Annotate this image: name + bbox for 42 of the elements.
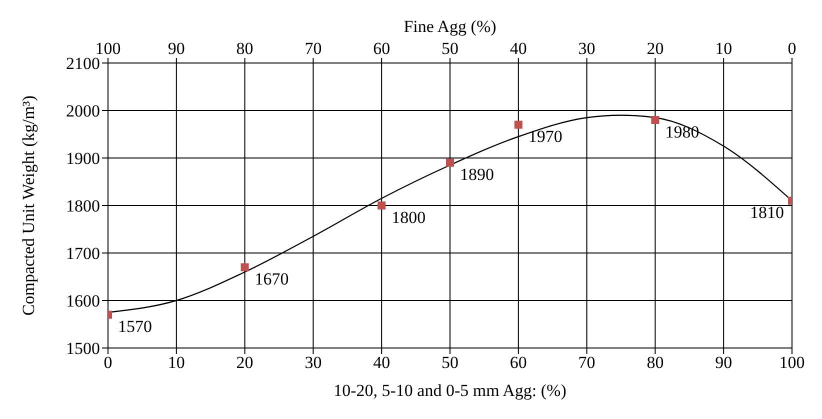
x2-tick-label: 50 xyxy=(442,39,458,58)
data-label: 1800 xyxy=(392,208,426,227)
point xyxy=(240,263,249,272)
x-tick-label: 30 xyxy=(304,353,322,372)
y-tick-label: 1900 xyxy=(66,149,100,168)
data-label: 1890 xyxy=(460,165,494,184)
point xyxy=(446,158,454,167)
x-tick-label: 80 xyxy=(646,353,664,372)
data-label: 1570 xyxy=(118,317,152,336)
point xyxy=(378,202,386,210)
y-axis-title: Compacted Unit Weight (kg/m³) xyxy=(19,95,38,316)
x2-tick-label: 70 xyxy=(304,39,322,58)
x2-axis-title: Fine Agg (%) xyxy=(404,17,496,36)
x2-tick-label: 40 xyxy=(510,39,527,58)
x-tick-label: 40 xyxy=(373,353,390,372)
data-label: 1670 xyxy=(254,270,289,289)
x2-tick-label: 30 xyxy=(578,39,596,58)
data-label: 1980 xyxy=(665,122,700,142)
y-tick-label: 1600 xyxy=(66,292,100,311)
y-tick-label: 1800 xyxy=(66,196,100,216)
x-tick-label: 90 xyxy=(715,353,732,372)
point xyxy=(514,120,522,129)
x2-tick-label: 90 xyxy=(168,39,185,58)
y-tick-label: 2000 xyxy=(66,102,100,121)
x2-tick-label: 0 xyxy=(788,39,796,58)
x2-tick-label: 60 xyxy=(373,39,390,58)
x-tick-label: 70 xyxy=(578,353,596,372)
data-label: 1970 xyxy=(528,127,562,146)
x-tick-label: 10 xyxy=(168,353,185,372)
x-tick-label: 20 xyxy=(236,353,254,372)
y-tick-label: 1700 xyxy=(66,244,100,264)
x2-tick-label: 20 xyxy=(646,39,664,58)
y-tick-label: 1500 xyxy=(66,339,100,358)
x-tick-label: 0 xyxy=(104,353,112,372)
x-tick-label: 50 xyxy=(442,353,458,372)
data-label: 1810 xyxy=(750,203,784,222)
x-tick-label: 100 xyxy=(779,353,805,372)
x-axis-title: 10-20, 5-10 and 0-5 mm Agg: (%) xyxy=(334,381,566,400)
x-tick-label: 60 xyxy=(510,353,527,372)
x2-tick-label: 80 xyxy=(236,39,254,58)
x2-tick-label: 10 xyxy=(715,39,732,58)
point xyxy=(651,116,660,124)
